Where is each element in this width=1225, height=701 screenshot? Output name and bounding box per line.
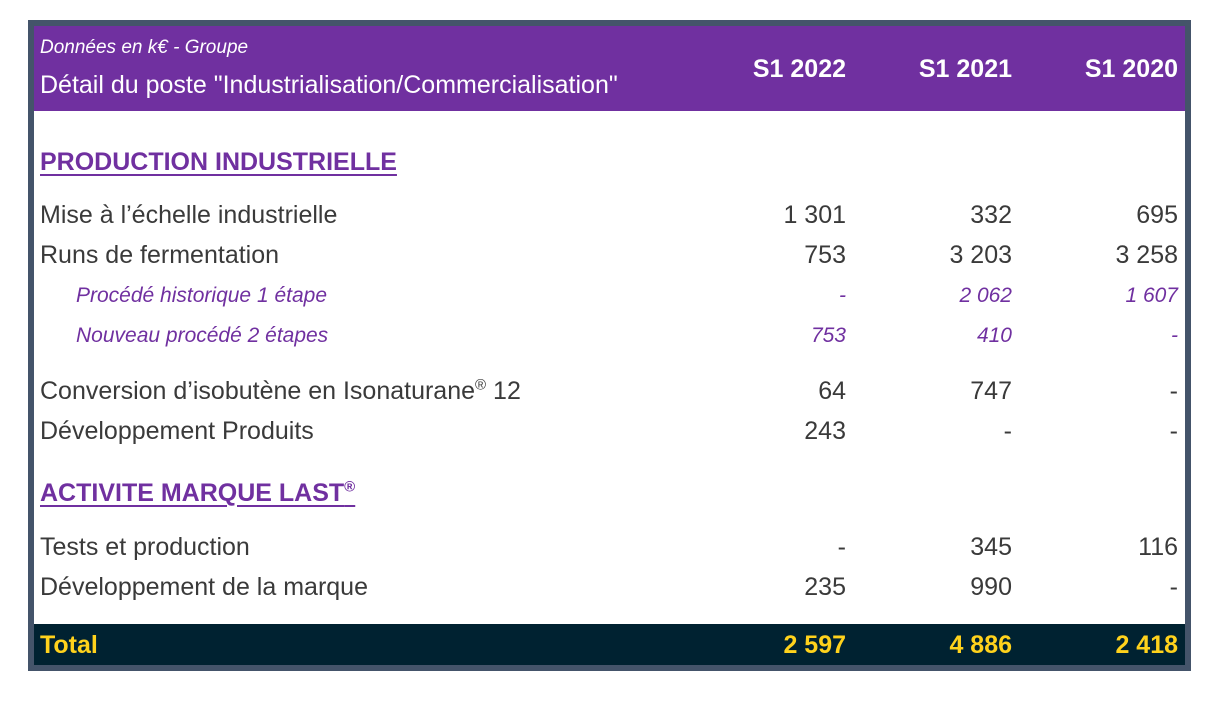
cell-s1-2021: 3 203 [949,241,1012,269]
cell-s1-2020: 1 607 [1125,284,1178,307]
row-label: Mise à l’échelle industrielle [40,201,338,229]
cell-s1-2022: 753 [810,324,846,347]
total-label: Total [40,631,98,659]
row-label-text: Conversion d’isobutène en Isonaturane [40,377,476,405]
table-row: Runs de fermentation 753 3 203 3 258 [34,241,1185,277]
registered-mark: ® [475,376,487,394]
cell-s1-2022: 235 [804,573,846,601]
cell-s1-2022: 1 301 [783,201,846,229]
section-activite-marque-last: ACTIVITE MARQUE LAST® [40,479,355,508]
cell-s1-2021: 2 062 [959,284,1012,307]
total-s1-2021: 4 886 [949,631,1012,659]
cell-s1-2022: - [837,533,846,561]
table-frame: Données en k€ - Groupe Détail du poste "… [28,20,1191,671]
row-label: Nouveau procédé 2 étapes [76,324,329,347]
cell-s1-2021: 747 [970,377,1012,405]
row-label: Runs de fermentation [40,241,280,269]
cell-s1-2020: - [1169,573,1178,601]
cell-s1-2020: - [1171,324,1178,347]
cell-s1-2020: 116 [1138,533,1178,561]
total-s1-2022: 2 597 [783,631,846,659]
row-label-suffix: 12 [486,377,521,405]
cell-s1-2021: 410 [976,324,1012,347]
row-label: Développement Produits [40,417,314,445]
cell-s1-2022: 753 [804,241,846,269]
cell-s1-2021: 345 [970,533,1012,561]
table-row: Tests et production - 345 116 [34,533,1185,569]
cell-s1-2021: 990 [970,573,1012,601]
row-label: Développement de la marque [40,573,368,601]
registered-mark: ® [344,478,356,496]
cell-s1-2020: - [1169,377,1178,405]
total-row: Total 2 597 4 886 2 418 [34,624,1185,665]
row-label: Conversion d’isobutène en Isonaturane® 1… [40,377,521,406]
cell-s1-2021: - [1003,417,1012,445]
table: Données en k€ - Groupe Détail du poste "… [34,26,1185,665]
total-s1-2020: 2 418 [1115,631,1178,659]
cell-s1-2022: 64 [818,377,846,405]
table-row-sub: Nouveau procédé 2 étapes 753 410 - [34,324,1185,360]
header-subtitle: Données en k€ - Groupe [40,37,249,58]
section-production-industrielle: PRODUCTION INDUSTRIELLE [40,148,397,176]
cell-s1-2020: 695 [1136,201,1178,229]
cell-s1-2021: 332 [970,201,1012,229]
table-row-sub: Procédé historique 1 étape - 2 062 1 607 [34,284,1185,320]
cell-s1-2020: 3 258 [1115,241,1178,269]
column-header-s1-2020: S1 2020 [1084,55,1178,83]
row-label: Tests et production [40,533,250,561]
section-title: ACTIVITE MARQUE LAST [40,479,345,507]
table-header: Données en k€ - Groupe Détail du poste "… [34,26,1185,111]
row-label: Procédé historique 1 étape [76,284,328,307]
cell-s1-2022: - [839,284,846,307]
column-header-s1-2022: S1 2022 [752,55,846,83]
table-row: Mise à l’échelle industrielle 1 301 332 … [34,201,1185,237]
table-row: Conversion d’isobutène en Isonaturane® 1… [34,377,1185,413]
cell-s1-2022: 243 [804,417,846,445]
column-header-s1-2021: S1 2021 [918,55,1012,83]
cell-s1-2020: - [1169,417,1178,445]
header-title: Détail du poste "Industrialisation/Comme… [40,71,618,99]
table-row: Développement de la marque 235 990 - [34,573,1185,609]
table-row: Développement Produits 243 - - [34,417,1185,453]
